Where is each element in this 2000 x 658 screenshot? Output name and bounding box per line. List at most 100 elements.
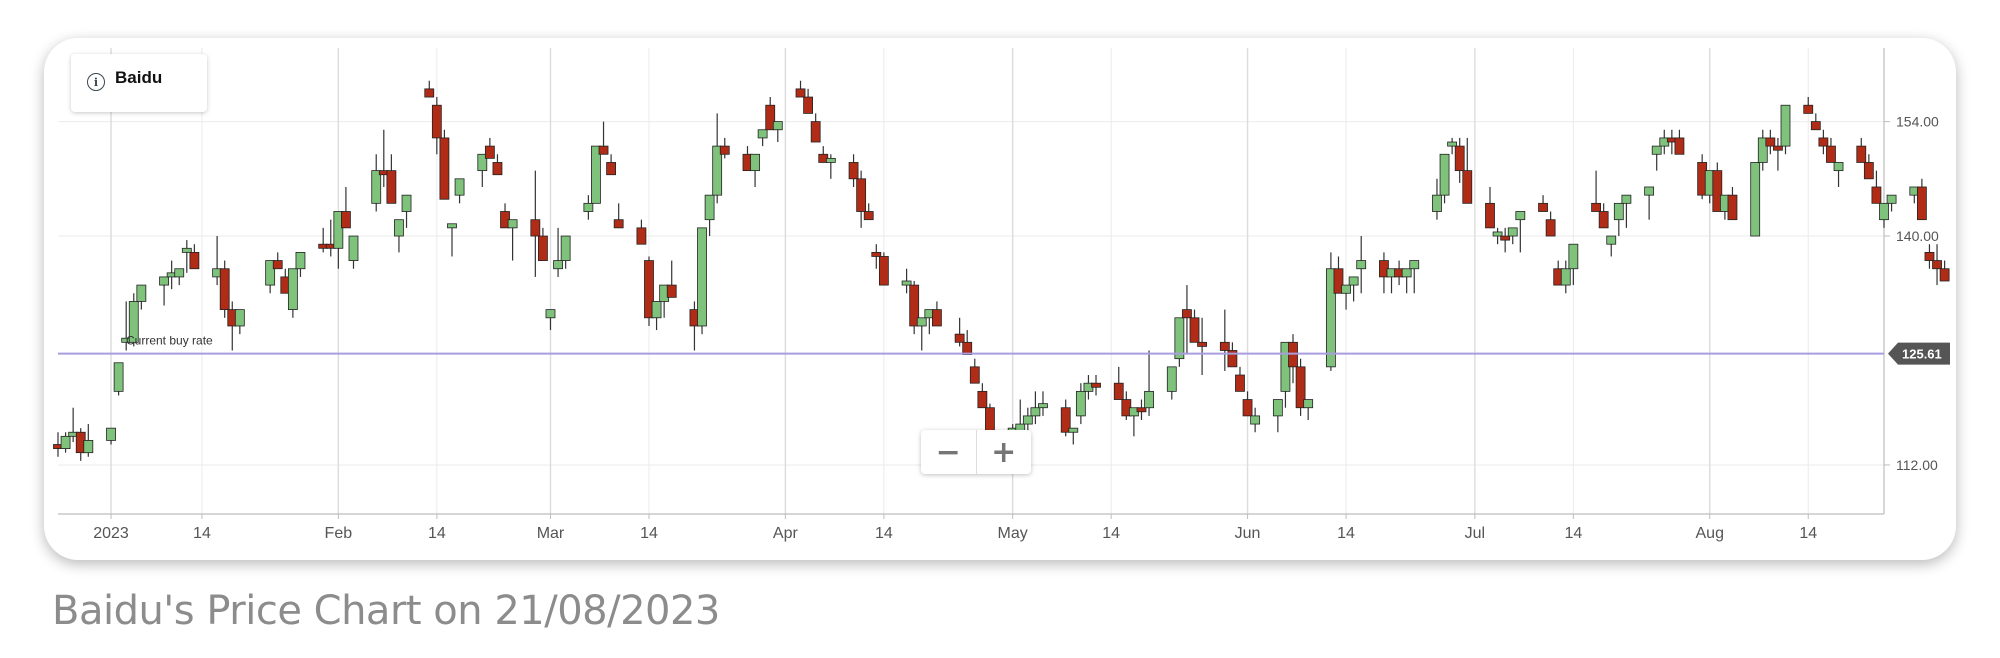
candle-up [1409,260,1420,270]
candle-down [1727,194,1738,221]
candle-up [1272,399,1283,417]
candle-up [1325,268,1336,368]
candle-up [1621,194,1632,204]
candle-up [1068,427,1079,433]
candle-up [181,247,192,253]
candle-down [386,170,397,204]
x-tick-label: 14 [428,525,446,542]
candle-up [1833,162,1844,172]
x-tick-label: Mar [537,525,565,542]
x-tick-label: Feb [325,525,353,542]
candle-down [530,219,541,237]
candle-up [1492,231,1503,237]
zoom-in-button[interactable]: + [975,430,1032,474]
candle-down [985,407,995,433]
candle-down [666,284,677,298]
candle-up [287,268,298,311]
candle-up [1560,268,1571,286]
candle-down [1591,202,1601,212]
candle-up [1166,366,1177,392]
candle-up [704,194,715,221]
candle-up [234,309,245,327]
candle-down [1803,104,1814,114]
price-chart: 2023 14 Feb 14 Mar 14 Apr 14 May 14 Jun 14 Jul 14 Aug 1… [53,48,1950,542]
candle-down [272,260,283,270]
candle-down [1538,202,1548,212]
candle-down [1916,186,1927,221]
candle-down [1818,137,1829,147]
candle-down [1598,211,1609,229]
candle-up [1030,407,1041,417]
candle-down [1485,202,1495,229]
candle-down [1500,235,1511,241]
candle-down [1295,366,1306,409]
candle-down [1197,341,1207,347]
chart-caption: Baidu's Price Chart on 21/08/2023 [52,588,720,634]
candle-up [1515,211,1526,221]
candle-up [1401,268,1412,278]
candle-down [1871,186,1882,204]
candle-down [909,284,920,327]
candle-up [1886,194,1897,204]
zoom-out-button[interactable]: − [921,430,976,474]
candle-up [454,178,465,196]
candle-down [492,162,503,176]
candle-down [439,137,450,200]
candle-up [83,440,94,454]
info-icon[interactable]: i [87,73,105,91]
x-tick-label: May [998,525,1028,542]
candle-down [613,219,624,229]
candle-down [795,88,806,98]
candle-down [1227,350,1238,368]
candle-down [765,104,776,131]
y-tick-label: 112.00 [1896,457,1938,473]
candle-up [1447,141,1458,147]
candle-down [219,268,230,311]
candle-down [954,333,965,343]
x-tick-label: Jul [1465,525,1485,542]
candle-up [1144,390,1154,409]
candle-down [1826,145,1836,163]
candle-down [189,251,200,270]
buy-rate-value: 125.61 [1902,347,1942,362]
candle-up [60,435,71,449]
candle-up [545,309,556,319]
candle-down [606,162,617,176]
candle-up [136,284,147,302]
buy-rate-badge-shape [1888,342,1950,365]
candle-up [394,219,404,237]
candle-down [1863,162,1874,180]
x-tick-label: 14 [1799,525,1817,542]
x-tick-label: Aug [1696,525,1724,542]
candle-down [1333,268,1344,294]
candle-up [1075,390,1086,417]
candle-up [697,227,707,327]
candle-down [424,88,435,98]
candle-down [1712,170,1723,212]
candle-up [1757,137,1768,163]
candle-down [932,309,942,327]
legend-title: Baidu [115,68,163,87]
candle-down [1856,145,1867,163]
candle-down [969,366,980,384]
candle-up [825,157,836,163]
candle-up [1651,145,1662,155]
candle-down [1924,251,1935,261]
candle-down [719,145,730,155]
candle-up [651,301,662,319]
candle-up [1356,260,1367,270]
candle-down [636,227,647,245]
minus-icon: − [935,434,961,470]
legend[interactable]: i Baidu [71,54,207,112]
candle-up [1780,104,1791,147]
candle-down [856,178,867,212]
candle-down [1091,382,1101,388]
candle-up [772,121,783,131]
candle-up [447,223,457,229]
candle-up [295,251,306,270]
y-tick-label: 140.00 [1896,228,1939,244]
candle-down [1136,407,1147,413]
candle-down [1462,170,1473,204]
candle-up [1606,235,1617,245]
candle-up [1250,415,1261,425]
